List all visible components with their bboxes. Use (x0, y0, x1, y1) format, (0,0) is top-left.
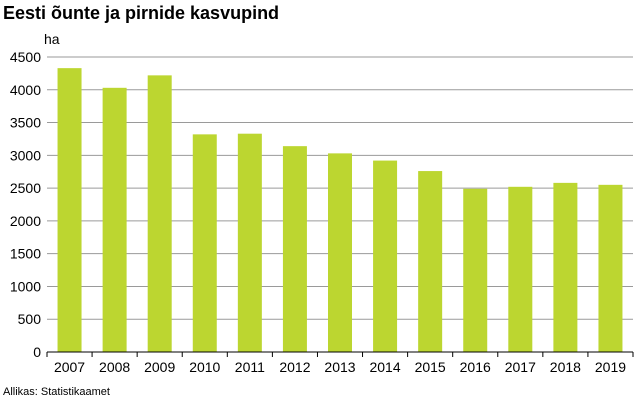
x-tick-label: 2018 (550, 359, 581, 375)
y-tick-label: 0 (33, 344, 41, 360)
bar-2009 (147, 75, 172, 352)
x-tick-label: 2012 (279, 359, 310, 375)
y-tick-label: 1000 (10, 278, 41, 294)
x-tick-label: 2014 (369, 359, 400, 375)
y-tick-label: 4000 (10, 82, 41, 98)
x-tick-label: 2011 (235, 359, 265, 375)
x-tick-label: 2013 (324, 359, 355, 375)
bar-2013 (328, 153, 352, 352)
x-tick-label: 2016 (460, 359, 491, 375)
y-tick-label: 500 (18, 311, 42, 327)
bar-2012 (282, 146, 307, 352)
y-tick-label: 2000 (10, 213, 41, 229)
x-tick-label: 2009 (144, 359, 175, 375)
bar-2019 (598, 184, 623, 352)
x-tick-label: 2017 (505, 359, 536, 375)
bar-2010 (192, 134, 217, 352)
bar-2007 (57, 68, 82, 353)
bar-2008 (102, 87, 127, 353)
bar-2015 (418, 171, 443, 352)
y-tick-label: 3000 (10, 147, 41, 163)
chart-title: Eesti õunte ja pirnide kasvupind (3, 3, 280, 23)
y-tick-label: 3500 (10, 115, 41, 131)
bar-2016 (463, 188, 488, 352)
bar-2014 (373, 160, 398, 352)
y-tick-label: 4500 (10, 49, 41, 65)
y-tick-label: 1500 (10, 246, 41, 262)
x-tick-label: 2007 (54, 359, 85, 375)
x-tick-label: 2019 (595, 359, 626, 375)
x-tick-label: 2015 (415, 359, 446, 375)
bar-2018 (553, 182, 578, 352)
x-tick-label: 2008 (99, 359, 130, 375)
x-tick-label: 2010 (189, 359, 220, 375)
source-note: Allikas: Statistikaamet (3, 386, 110, 398)
bar-2011 (237, 133, 262, 352)
y-axis-unit-label: ha (44, 31, 60, 47)
y-tick-label: 2500 (10, 180, 41, 196)
bar-2017 (508, 186, 533, 352)
